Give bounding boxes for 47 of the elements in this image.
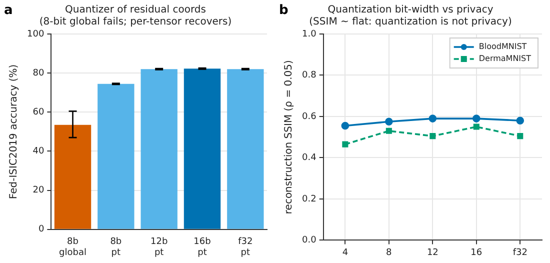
bar: [54, 124, 92, 229]
x-tick-label: 4: [342, 248, 348, 258]
point: [430, 133, 436, 140]
y-tick-label: 0.8: [302, 70, 317, 81]
y-tick-label: 40: [32, 146, 44, 157]
y-tick-label: 0.2: [302, 194, 316, 204]
bar: [140, 69, 178, 229]
bar: [98, 84, 134, 229]
chart-subtitle: (SSIM ~ flat: quantization is not privacy): [309, 16, 512, 28]
point: [341, 122, 350, 130]
point: [517, 133, 524, 140]
bar: [227, 69, 264, 229]
point: [472, 114, 480, 122]
legend-label: BloodMNIST: [478, 42, 527, 52]
y-axis-title: reconstruction SSIM (ρ = 0.05): [284, 60, 295, 214]
point: [342, 141, 348, 148]
point: [385, 118, 393, 126]
y-axis-title: Fed-ISIC2019 accuracy (%): [8, 64, 20, 200]
x-tick-label: 16b pt: [194, 237, 212, 258]
x-tick-label: 12b pt: [150, 237, 168, 258]
point: [428, 114, 437, 122]
x-tick-label: 8b global: [59, 237, 86, 258]
y-tick-label: 80: [32, 68, 44, 78]
chart-title: Quantizer of residual coords: [65, 4, 206, 16]
legend-label: DermaMNIST: [478, 54, 532, 64]
y-tick-label: 1.0: [302, 29, 317, 40]
x-tick-label: f32: [512, 248, 528, 258]
y-tick-label: 20: [32, 186, 44, 196]
bar: [184, 68, 221, 229]
x-tick-label: 8: [386, 248, 392, 258]
y-tick-label: 100: [26, 29, 44, 40]
text: b: [279, 2, 288, 18]
y-tick-label: 0.4: [302, 153, 317, 164]
point: [516, 116, 524, 125]
x-tick-label: 16: [470, 248, 482, 258]
x-tick-label: f32 pt: [238, 237, 253, 258]
x-tick-label: 12: [426, 248, 438, 258]
point: [473, 124, 480, 130]
text: a: [4, 2, 13, 18]
x-tick-label: 8b pt: [110, 237, 122, 258]
y-tick-label: 0.0: [302, 236, 317, 246]
y-tick-label: 0: [38, 224, 44, 235]
point: [386, 128, 392, 134]
chart-subtitle: (8-bit global fails; per-tensor recovers): [39, 16, 232, 28]
y-tick-label: 60: [32, 108, 44, 118]
chart-title: Quantization bit-width vs privacy: [328, 4, 494, 16]
y-tick-label: 0.6: [302, 112, 317, 122]
